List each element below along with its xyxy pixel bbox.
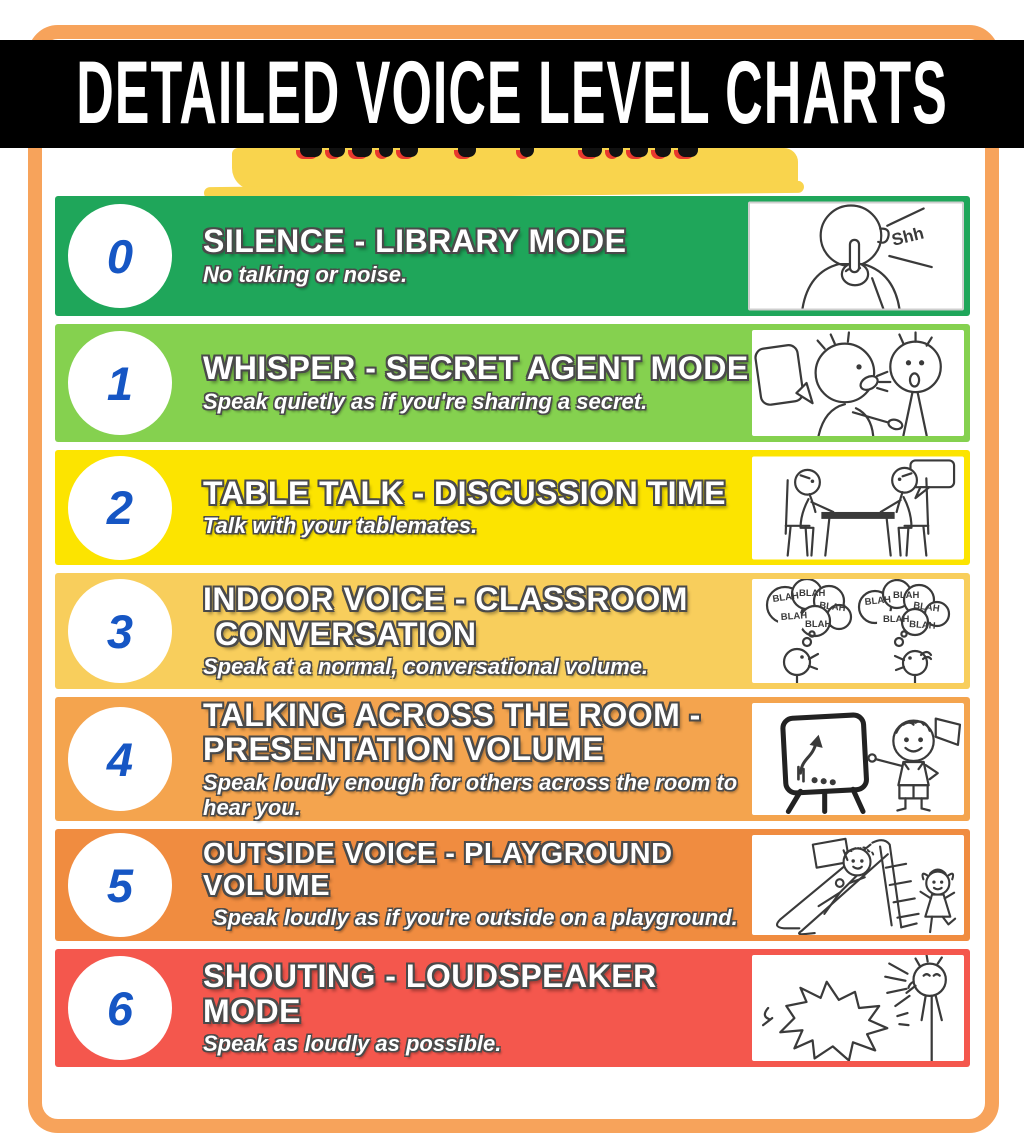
voice-level-row-3: 3 INDOOR VOICE - CLASSROOM CONVERSATION … bbox=[55, 573, 970, 689]
row-text-block: INDOOR VOICE - CLASSROOM CONVERSATION Sp… bbox=[203, 573, 758, 689]
row-title: TALKING ACROSS THE ROOM - PRESENTATION V… bbox=[203, 696, 701, 768]
shh-finger-on-lips-icon: Shh bbox=[801, 204, 933, 309]
yellow-highlight-stroke bbox=[232, 148, 798, 190]
voice-level-row-6: 6 SHOUTING - LOUDSPEAKER MODE Speak as l… bbox=[55, 949, 970, 1067]
svg-text:BLAH: BLAH bbox=[883, 614, 910, 625]
shouting-burst-icon bbox=[761, 955, 947, 1061]
row-text-block: SILENCE - LIBRARY MODE No talking or noi… bbox=[203, 196, 758, 316]
level-number: 5 bbox=[106, 858, 134, 912]
svg-text:BLAH: BLAH bbox=[805, 619, 832, 630]
illustration-box bbox=[752, 456, 964, 559]
row-title: SHOUTING - LOUDSPEAKER MODE bbox=[203, 958, 657, 1029]
level-number-badge: 1 bbox=[68, 331, 172, 435]
voice-level-row-1: 1 WHISPER - SECRET AGENT MODE Speak quie… bbox=[55, 324, 970, 442]
illustration-box bbox=[752, 835, 964, 935]
row-title: TABLE TALK - DISCUSSION TIME bbox=[203, 474, 727, 511]
row-title: WHISPER - SECRET AGENT MODE bbox=[203, 350, 749, 387]
voice-level-row-4: 4 TALKING ACROSS THE ROOM - PRESENTATION… bbox=[55, 697, 970, 821]
row-title: OUTSIDE VOICE - PLAYGROUND VOLUME bbox=[203, 838, 673, 902]
row-text-block: SHOUTING - LOUDSPEAKER MODE Speak as lou… bbox=[203, 949, 758, 1067]
poster-title: DETAILED VOICE LEVEL CHARTS bbox=[76, 44, 948, 144]
row-subtitle: Speak loudly enough for others across th… bbox=[203, 769, 738, 820]
row-title: SILENCE - LIBRARY MODE bbox=[203, 223, 627, 260]
svg-text:BLAH: BLAH bbox=[772, 590, 800, 605]
row-text-block: TABLE TALK - DISCUSSION TIME Talk with y… bbox=[203, 450, 758, 565]
illustration-box bbox=[752, 955, 964, 1061]
row-subtitle: Speak at a normal, conversational volume… bbox=[203, 654, 649, 680]
level-number: 3 bbox=[106, 604, 134, 658]
svg-text:BLAH: BLAH bbox=[864, 594, 892, 608]
title-banner: DETAILED VOICE LEVEL CHARTS bbox=[0, 40, 1024, 148]
row-subtitle: Talk with your tablemates. bbox=[203, 513, 478, 539]
level-number-badge: 4 bbox=[68, 707, 172, 811]
row-text-block: WHISPER - SECRET AGENT MODE Speak quietl… bbox=[203, 324, 758, 442]
svg-text:Shh: Shh bbox=[889, 223, 925, 250]
illustration-box bbox=[752, 330, 964, 436]
voice-level-list: 0 SILENCE - LIBRARY MODE No talking or n… bbox=[55, 196, 970, 1075]
svg-text:BLAH: BLAH bbox=[799, 588, 826, 599]
level-number-badge: 6 bbox=[68, 956, 172, 1060]
illustration-box bbox=[752, 703, 964, 815]
svg-text:BLAH: BLAH bbox=[893, 590, 920, 601]
level-number: 0 bbox=[106, 229, 134, 283]
level-number-badge: 0 bbox=[68, 204, 172, 308]
row-text-block: OUTSIDE VOICE - PLAYGROUND VOLUME Speak … bbox=[203, 829, 758, 941]
level-number: 1 bbox=[106, 356, 134, 410]
playground-slide-icon bbox=[776, 837, 957, 935]
row-subtitle: Speak quietly as if you're sharing a sec… bbox=[203, 388, 648, 414]
level-number: 2 bbox=[106, 481, 134, 534]
svg-text:BLAH: BLAH bbox=[909, 619, 936, 632]
illustration-box: Shh bbox=[748, 201, 964, 311]
presentation-easel-icon bbox=[780, 712, 962, 815]
level-number-badge: 2 bbox=[68, 455, 172, 560]
obscured-title-fragment bbox=[300, 148, 792, 160]
blah-blah-clouds-icon: BLAH BLAH BLAH BLAH BLAH BLAH BLAH BLAH … bbox=[765, 579, 951, 683]
row-subtitle: Speak as loudly as possible. bbox=[203, 1031, 502, 1057]
row-subtitle: Speak loudly as if you're outside on a p… bbox=[213, 905, 738, 930]
row-title: INDOOR VOICE - CLASSROOM CONVERSATION bbox=[203, 581, 688, 652]
level-number: 6 bbox=[106, 981, 134, 1035]
row-text-block: TALKING ACROSS THE ROOM - PRESENTATION V… bbox=[203, 697, 758, 821]
row-subtitle: No talking or noise. bbox=[203, 261, 408, 287]
level-number-badge: 5 bbox=[68, 833, 172, 937]
illustration-box: BLAH BLAH BLAH BLAH BLAH BLAH BLAH BLAH … bbox=[752, 579, 964, 683]
table-discussion-icon bbox=[784, 458, 956, 557]
svg-text:BLAH: BLAH bbox=[913, 600, 941, 615]
level-number-badge: 3 bbox=[68, 579, 172, 683]
level-number: 4 bbox=[106, 732, 134, 786]
voice-level-row-2: 2 TABLE TALK - DISCUSSION TIME Talk with… bbox=[55, 450, 970, 565]
svg-text:BLAH: BLAH bbox=[819, 600, 847, 614]
voice-level-row-0: 0 SILENCE - LIBRARY MODE No talking or n… bbox=[55, 196, 970, 316]
voice-level-row-5: 5 OUTSIDE VOICE - PLAYGROUND VOLUME Spea… bbox=[55, 829, 970, 941]
whispering-pair-icon bbox=[754, 331, 942, 436]
svg-text:BLAH: BLAH bbox=[780, 610, 807, 623]
